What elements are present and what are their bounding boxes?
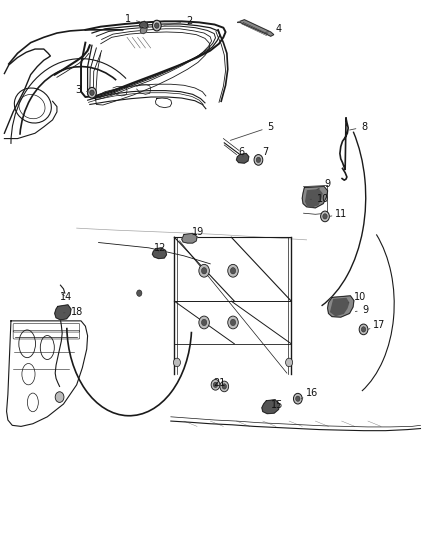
Circle shape bbox=[293, 393, 302, 404]
Text: 19: 19 bbox=[192, 227, 204, 237]
Text: 7: 7 bbox=[259, 147, 268, 158]
Text: 16: 16 bbox=[301, 389, 318, 399]
Polygon shape bbox=[306, 190, 322, 207]
Text: 17: 17 bbox=[368, 320, 385, 330]
Circle shape bbox=[254, 155, 263, 165]
Circle shape bbox=[199, 316, 209, 329]
Text: 2: 2 bbox=[164, 17, 192, 26]
Text: 9: 9 bbox=[317, 179, 331, 190]
Text: 9: 9 bbox=[355, 305, 369, 315]
Circle shape bbox=[173, 358, 180, 367]
Circle shape bbox=[323, 214, 327, 219]
Polygon shape bbox=[262, 400, 279, 414]
Polygon shape bbox=[182, 233, 197, 243]
Text: 8: 8 bbox=[350, 122, 367, 132]
Circle shape bbox=[152, 20, 161, 31]
Polygon shape bbox=[237, 154, 249, 163]
Polygon shape bbox=[139, 21, 148, 28]
Polygon shape bbox=[331, 298, 349, 316]
Circle shape bbox=[220, 381, 229, 392]
Circle shape bbox=[155, 23, 159, 28]
Text: 5: 5 bbox=[230, 122, 274, 140]
Circle shape bbox=[213, 382, 218, 387]
Polygon shape bbox=[237, 20, 274, 36]
Circle shape bbox=[228, 316, 238, 329]
Circle shape bbox=[90, 90, 94, 95]
Circle shape bbox=[286, 358, 293, 367]
Circle shape bbox=[211, 379, 220, 390]
Polygon shape bbox=[140, 27, 147, 34]
Circle shape bbox=[228, 264, 238, 277]
Circle shape bbox=[256, 157, 261, 163]
Circle shape bbox=[137, 290, 142, 296]
Polygon shape bbox=[302, 187, 328, 208]
Text: 6: 6 bbox=[239, 147, 245, 157]
Text: 4: 4 bbox=[265, 25, 281, 34]
Polygon shape bbox=[152, 248, 166, 259]
Circle shape bbox=[222, 384, 226, 389]
Circle shape bbox=[199, 264, 209, 277]
Circle shape bbox=[201, 319, 207, 326]
Text: 3: 3 bbox=[75, 85, 89, 94]
Circle shape bbox=[230, 268, 236, 274]
Polygon shape bbox=[55, 305, 71, 320]
Circle shape bbox=[359, 324, 368, 335]
Circle shape bbox=[201, 268, 207, 274]
Circle shape bbox=[296, 396, 300, 401]
Circle shape bbox=[88, 87, 96, 98]
Text: 15: 15 bbox=[271, 400, 283, 410]
Text: 1: 1 bbox=[125, 14, 140, 23]
Text: 14: 14 bbox=[60, 293, 73, 302]
Text: 10: 10 bbox=[310, 194, 329, 204]
Text: 12: 12 bbox=[154, 243, 166, 253]
Circle shape bbox=[55, 392, 64, 402]
Text: 18: 18 bbox=[64, 307, 83, 317]
Text: 11: 11 bbox=[329, 209, 347, 219]
Text: 10: 10 bbox=[348, 293, 366, 303]
Circle shape bbox=[321, 211, 329, 222]
Circle shape bbox=[230, 319, 236, 326]
Polygon shape bbox=[328, 296, 354, 317]
Circle shape bbox=[361, 327, 366, 332]
Text: 21: 21 bbox=[214, 378, 226, 387]
